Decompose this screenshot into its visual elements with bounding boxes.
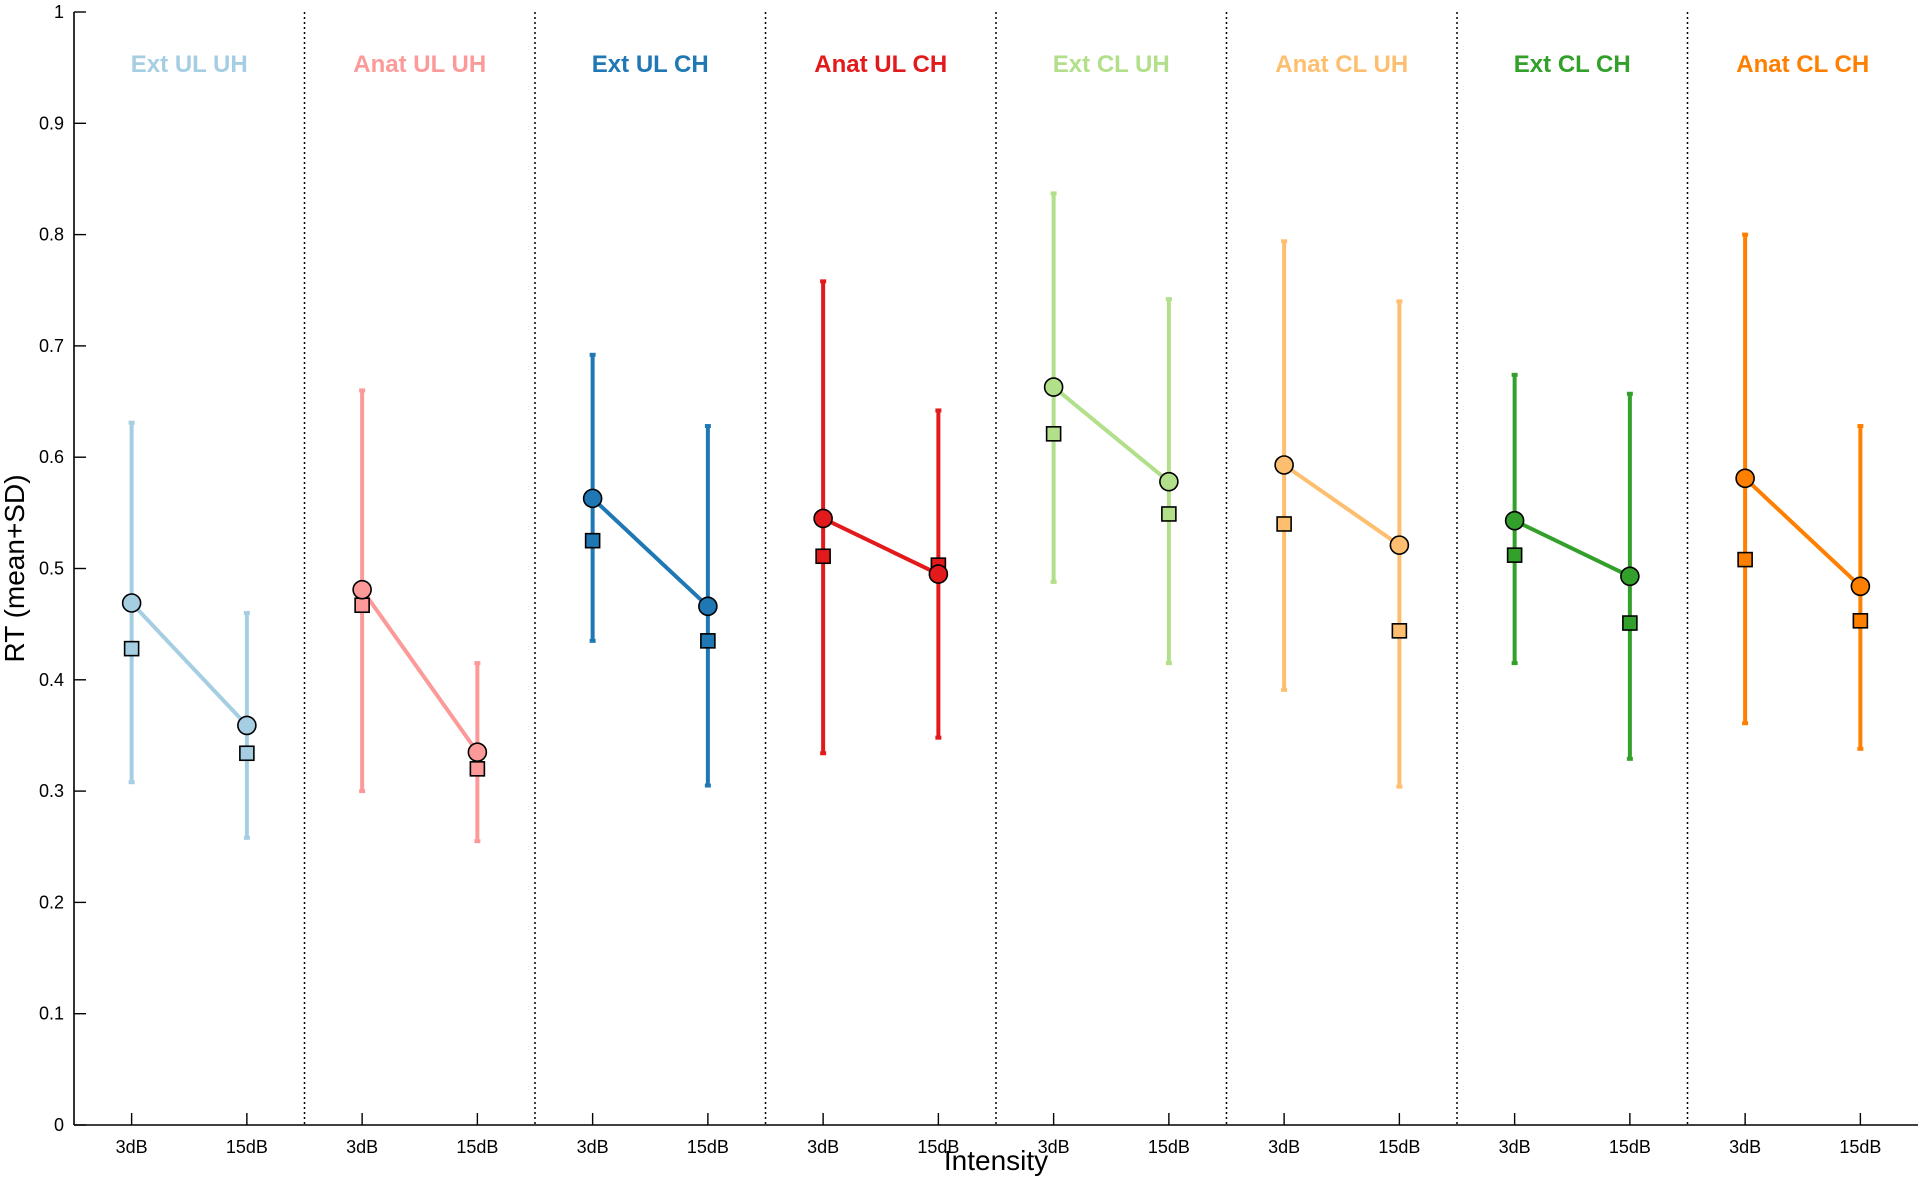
x-tick-label: 15dB xyxy=(1609,1137,1651,1157)
mean-line xyxy=(1743,476,1862,588)
y-tick-label: 0.6 xyxy=(39,447,64,467)
x-tick-label: 15dB xyxy=(1378,1137,1420,1157)
circle-point xyxy=(1735,468,1755,489)
square-point xyxy=(700,633,716,649)
x-tick-label: 15dB xyxy=(917,1137,959,1157)
square-point xyxy=(469,761,486,777)
y-axis-title: RT (mean+SD) xyxy=(0,474,30,662)
circle-point xyxy=(1504,510,1525,531)
x-tick-label: 3dB xyxy=(116,1137,148,1157)
panel-title: Anat CL UH xyxy=(1275,51,1408,78)
square-point xyxy=(1276,516,1292,532)
circle-point xyxy=(1620,566,1640,587)
mean-line xyxy=(1513,518,1631,579)
mean-line xyxy=(360,588,480,754)
circle-point xyxy=(1850,576,1871,597)
panel-title: Ext UL CH xyxy=(592,51,709,78)
x-tick-label: 15dB xyxy=(1839,1137,1881,1157)
square-point xyxy=(123,640,140,657)
panel-title: Ext CL CH xyxy=(1514,51,1631,78)
y-tick-label: 0.2 xyxy=(39,892,64,912)
circle-point xyxy=(1389,535,1410,555)
square-point xyxy=(1852,613,1869,629)
y-tick-label: 0.3 xyxy=(39,781,64,801)
x-tick-label: 15dB xyxy=(1148,1137,1190,1157)
circle-point xyxy=(813,508,833,529)
x-tick-label: 3dB xyxy=(1729,1137,1761,1157)
y-tick-label: 0.5 xyxy=(39,559,64,579)
panel-title: Anat UL UH xyxy=(353,51,486,78)
square-point xyxy=(1737,551,1753,568)
y-tick-label: 0.7 xyxy=(39,336,64,356)
x-tick-label: 15dB xyxy=(687,1137,729,1157)
x-tick-label: 15dB xyxy=(226,1137,268,1157)
y-tick-label: 0.8 xyxy=(39,225,64,245)
y-tick-label: 0 xyxy=(54,1115,64,1135)
panel-title: Ext UL UH xyxy=(131,51,248,78)
square-point xyxy=(815,548,831,565)
square-point xyxy=(239,745,255,762)
y-tick-label: 1 xyxy=(54,2,64,22)
square-point xyxy=(1045,426,1062,442)
y-tick-label: 0.1 xyxy=(39,1004,64,1024)
square-point xyxy=(1161,506,1177,522)
circle-point xyxy=(1159,471,1179,492)
square-point xyxy=(1506,547,1523,563)
circle-point xyxy=(121,593,142,613)
mean-line xyxy=(591,496,710,608)
circle-point xyxy=(1274,455,1294,475)
x-tick-label: 3dB xyxy=(346,1137,378,1157)
x-tick-label: 3dB xyxy=(1499,1137,1531,1157)
square-point xyxy=(1622,615,1638,631)
x-axis-title: Intensity xyxy=(944,1145,1048,1176)
x-tick-label: 3dB xyxy=(1038,1137,1070,1157)
circle-point xyxy=(582,488,603,509)
circle-point xyxy=(467,742,488,762)
circle-point xyxy=(352,579,372,600)
mean-line xyxy=(130,601,249,727)
x-tick-label: 3dB xyxy=(807,1137,839,1157)
x-tick-label: 3dB xyxy=(1268,1137,1300,1157)
mean-line xyxy=(822,516,940,576)
square-point xyxy=(1391,623,1408,639)
y-tick-label: 0.4 xyxy=(39,670,64,690)
circle-point xyxy=(698,596,718,617)
x-tick-label: 15dB xyxy=(456,1137,498,1157)
circle-point xyxy=(1043,377,1064,397)
square-point xyxy=(354,597,370,614)
circle-point xyxy=(928,564,949,584)
x-tick-label: 3dB xyxy=(577,1137,609,1157)
mean-line xyxy=(1282,463,1401,547)
panel-title: Ext CL UH xyxy=(1053,51,1170,78)
panel-title: Anat CL CH xyxy=(1736,51,1869,78)
mean-line xyxy=(1052,385,1171,484)
y-tick-label: 0.9 xyxy=(39,113,64,133)
circle-point xyxy=(237,715,257,736)
square-point xyxy=(584,532,601,549)
panel-title: Anat UL CH xyxy=(814,51,947,78)
